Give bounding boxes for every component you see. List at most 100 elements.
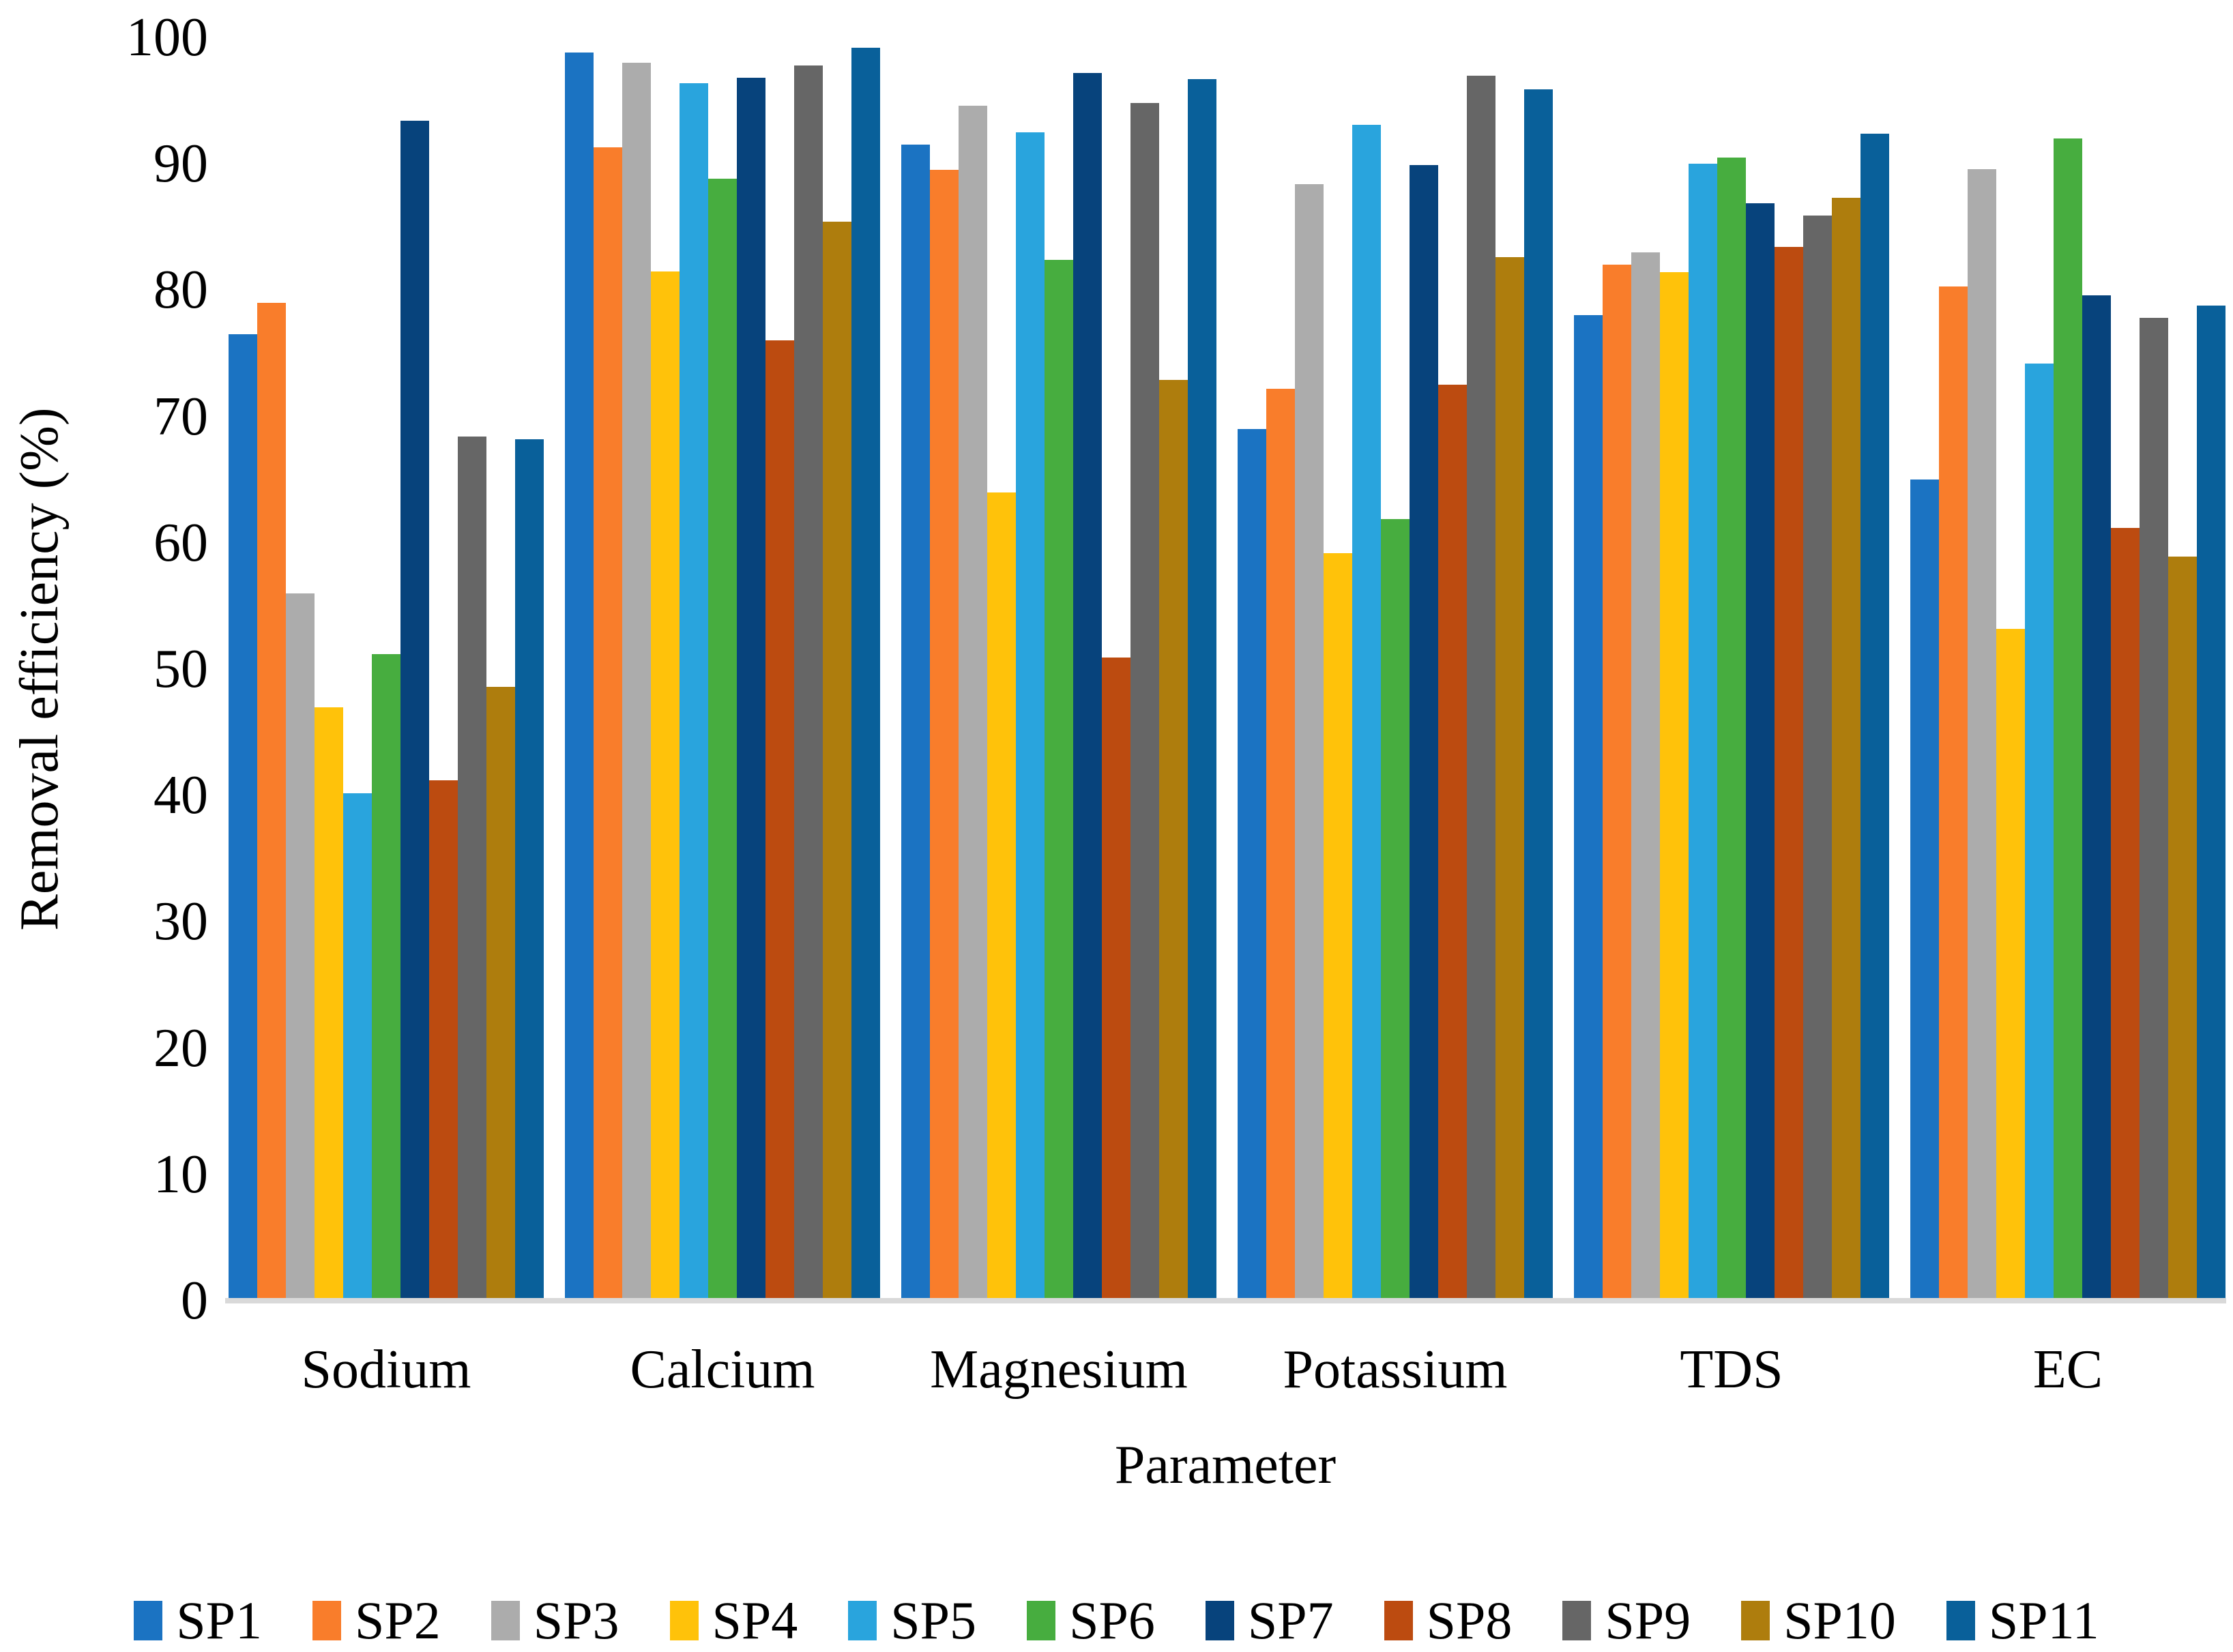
y-axis-title: Removal efficiency (%) (10, 407, 70, 931)
x-axis-title: Parameter (1114, 1435, 1337, 1495)
bar-sp4-tds (1660, 272, 1689, 1301)
legend-swatch-sp6 (1027, 1601, 1056, 1640)
legend-item-sp7: SP7 (1205, 1591, 1334, 1650)
legend-label-sp7: SP7 (1247, 1591, 1334, 1650)
bar-sp6-magnesium (1045, 259, 1073, 1301)
bar-sp1-potassium (1238, 429, 1266, 1301)
legend-item-sp2: SP2 (312, 1594, 441, 1647)
bar-sp8-tds (1775, 247, 1803, 1301)
bar-sp11-sodium (515, 439, 544, 1301)
bar-sp1-ec (1910, 480, 1939, 1301)
bar-sp4-ec (1996, 628, 2025, 1301)
legend-item-sp4: SP4 (669, 1591, 798, 1650)
bar-sp4-sodium (315, 707, 343, 1301)
bar-sp2-sodium (257, 302, 286, 1301)
bar-sp9-sodium (458, 437, 486, 1301)
y-tick-label: 40 (154, 765, 208, 826)
bar-sp9-magnesium (1130, 103, 1159, 1301)
legend-item-sp11: SP11 (1946, 1594, 2099, 1647)
bar-sp1-sodium (229, 334, 257, 1301)
bar-group-calcium (565, 38, 880, 1301)
bar-group-tds (1574, 38, 1889, 1301)
bar-sp3-calcium (622, 63, 651, 1301)
bar-sp6-calcium (708, 179, 737, 1301)
bar-sp3-potassium (1295, 183, 1324, 1301)
bar-sp7-ec (2082, 295, 2111, 1301)
legend-label-sp10: SP10 (1783, 1591, 1896, 1650)
bar-sp9-potassium (1467, 75, 1495, 1301)
legend-item-sp8: SP8 (1384, 1594, 1512, 1647)
legend-label-sp2: SP2 (355, 1591, 441, 1650)
bar-sp11-magnesium (1188, 79, 1216, 1301)
legend-swatch-sp9 (1562, 1601, 1592, 1640)
bar-sp5-tds (1689, 164, 1717, 1301)
legend-item-sp3: SP3 (491, 1594, 619, 1647)
legend-item-sp1: SP1 (134, 1594, 262, 1647)
category-label-tds: TDS (1680, 1340, 1783, 1400)
bar-group-ec (1910, 38, 2225, 1301)
legend-swatch-sp10 (1741, 1601, 1770, 1640)
legend-label-sp6: SP6 (1069, 1591, 1155, 1650)
bar-sp1-tds (1574, 315, 1603, 1301)
y-tick-label: 90 (154, 134, 208, 194)
bar-sp11-potassium (1524, 89, 1553, 1301)
legend-swatch-sp1 (134, 1601, 163, 1640)
y-tick-label: 0 (181, 1271, 208, 1331)
y-tick-label: 30 (154, 891, 208, 952)
bar-sp11-tds (1860, 133, 1889, 1301)
category-label-sodium: Sodium (301, 1340, 471, 1400)
legend-swatch-sp3 (491, 1601, 520, 1640)
bar-group-magnesium (901, 38, 1216, 1301)
bar-sp7-tds (1746, 203, 1775, 1301)
category-label-potassium: Potassium (1283, 1340, 1508, 1400)
bar-sp8-ec (2111, 527, 2140, 1301)
y-tick-label: 50 (154, 639, 208, 699)
bar-sp6-ec (2054, 138, 2082, 1301)
legend-label-sp3: SP3 (533, 1591, 619, 1650)
legend-label-sp9: SP9 (1605, 1591, 1691, 1650)
bar-sp3-sodium (286, 593, 315, 1301)
bar-sp10-ec (2168, 557, 2197, 1301)
category-label-magnesium: Magnesium (930, 1340, 1188, 1400)
bar-sp8-magnesium (1102, 658, 1130, 1301)
bar-sp10-sodium (486, 686, 515, 1301)
bar-sp2-magnesium (930, 170, 959, 1301)
bar-sp4-magnesium (987, 492, 1016, 1301)
bar-sp6-potassium (1381, 518, 1410, 1301)
legend-label-sp11: SP11 (1988, 1591, 2099, 1650)
legend-label-sp4: SP4 (712, 1591, 798, 1650)
legend: SP1 SP2 SP3 SP4 SP5 SP6 SP7 SP8 SP9 SP10 SP11 (0, 1589, 2233, 1652)
bar-sp3-tds (1631, 252, 1660, 1301)
legend-swatch-sp4 (669, 1601, 699, 1640)
bar-sp9-ec (2140, 318, 2168, 1301)
bar-sp2-tds (1603, 265, 1631, 1301)
bar-group-potassium (1238, 38, 1553, 1301)
bar-sp6-sodium (372, 653, 400, 1301)
bar-sp11-calcium (851, 47, 880, 1301)
bar-sp5-magnesium (1016, 132, 1045, 1301)
y-tick-label: 10 (154, 1144, 208, 1205)
legend-label-sp5: SP5 (890, 1591, 977, 1650)
legend-swatch-sp7 (1205, 1601, 1234, 1640)
legend-item-sp9: SP9 (1562, 1594, 1691, 1647)
y-tick-label: 20 (154, 1018, 208, 1078)
legend-label-sp1: SP1 (176, 1591, 262, 1650)
legend-swatch-sp8 (1384, 1601, 1413, 1640)
bar-sp10-calcium (823, 222, 851, 1301)
bar-sp2-potassium (1266, 388, 1295, 1301)
category-label-calcium: Calcium (630, 1340, 815, 1400)
bar-sp8-calcium (765, 340, 794, 1301)
bar-sp8-sodium (429, 780, 458, 1301)
bar-sp7-calcium (737, 78, 765, 1301)
bar-sp5-potassium (1352, 124, 1381, 1301)
legend-item-sp6: SP6 (1027, 1594, 1155, 1647)
bar-sp9-calcium (794, 65, 823, 1301)
plot-area (225, 38, 2226, 1301)
legend-item-sp10: SP10 (1741, 1594, 1896, 1647)
legend-swatch-sp11 (1946, 1601, 1975, 1640)
bar-sp2-calcium (594, 147, 622, 1301)
bar-sp5-ec (2025, 363, 2054, 1301)
y-tick-label: 100 (126, 8, 208, 68)
category-label-ec: EC (2032, 1340, 2103, 1400)
bar-group-sodium (229, 38, 544, 1301)
